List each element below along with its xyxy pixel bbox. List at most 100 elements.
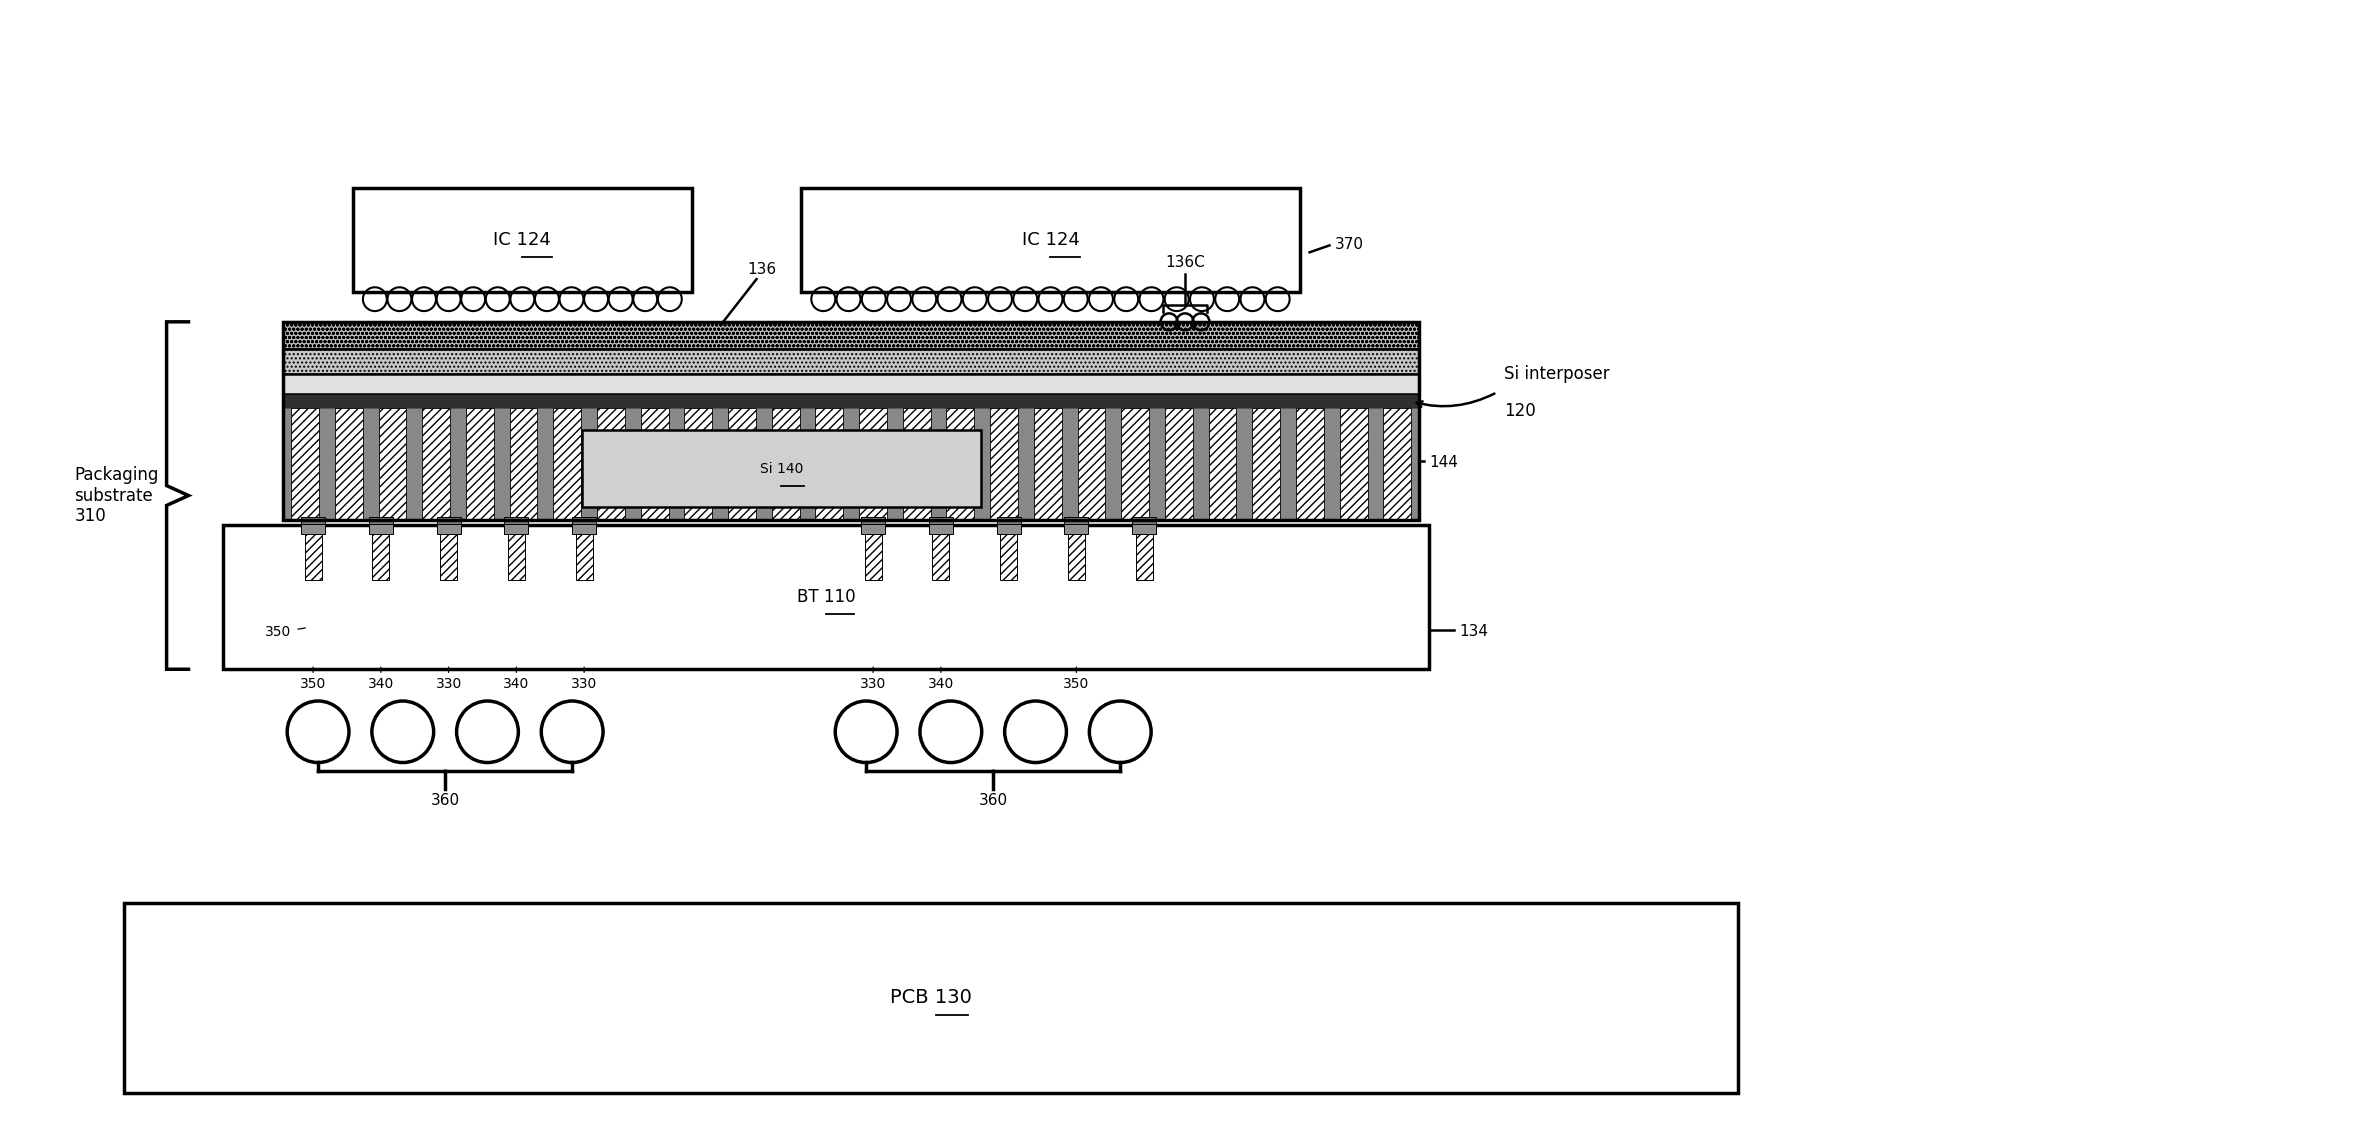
Text: Si interposer: Si interposer xyxy=(1503,365,1610,384)
Circle shape xyxy=(920,701,982,763)
Bar xyxy=(1208,409,1237,520)
Circle shape xyxy=(1187,328,1201,342)
Circle shape xyxy=(1403,328,1417,342)
Bar xyxy=(597,409,625,520)
Bar xyxy=(283,394,1420,409)
Circle shape xyxy=(442,328,457,342)
Circle shape xyxy=(973,328,984,342)
Text: 340: 340 xyxy=(927,678,954,691)
Bar xyxy=(283,409,1420,520)
Bar xyxy=(861,524,885,535)
Bar xyxy=(866,524,882,580)
Bar xyxy=(283,322,1420,520)
Circle shape xyxy=(404,328,419,342)
Bar xyxy=(1296,409,1325,520)
Bar xyxy=(373,524,390,580)
Text: IC 124: IC 124 xyxy=(492,230,552,249)
Bar xyxy=(946,409,975,520)
Circle shape xyxy=(1382,328,1396,342)
Circle shape xyxy=(873,328,887,342)
Text: Si 140: Si 140 xyxy=(759,462,804,476)
Circle shape xyxy=(364,328,378,342)
Bar xyxy=(728,409,756,520)
Circle shape xyxy=(580,328,594,342)
Text: PCB 130: PCB 130 xyxy=(889,989,973,1008)
Text: 136: 136 xyxy=(747,262,775,277)
Circle shape xyxy=(932,328,946,342)
Circle shape xyxy=(1149,328,1163,342)
Text: 360: 360 xyxy=(980,793,1008,808)
Circle shape xyxy=(640,328,652,342)
Text: 350: 350 xyxy=(300,678,326,691)
Circle shape xyxy=(1227,328,1239,342)
Bar xyxy=(335,409,364,520)
Bar xyxy=(904,409,930,520)
Circle shape xyxy=(326,328,340,342)
Circle shape xyxy=(1089,328,1103,342)
Circle shape xyxy=(756,328,770,342)
Bar xyxy=(1165,409,1194,520)
Bar xyxy=(378,409,407,520)
Text: 350: 350 xyxy=(264,624,290,639)
Circle shape xyxy=(457,701,518,763)
Circle shape xyxy=(423,328,438,342)
Circle shape xyxy=(1049,328,1063,342)
Bar xyxy=(996,518,1020,524)
Bar xyxy=(283,322,1420,348)
Bar xyxy=(302,518,326,524)
Circle shape xyxy=(618,328,633,342)
Bar xyxy=(1065,518,1089,524)
Circle shape xyxy=(285,328,300,342)
Circle shape xyxy=(307,328,319,342)
Bar xyxy=(466,409,495,520)
Circle shape xyxy=(1127,328,1141,342)
Text: 330: 330 xyxy=(435,678,461,691)
Circle shape xyxy=(1206,328,1220,342)
Bar xyxy=(583,430,980,507)
Bar xyxy=(685,409,713,520)
Text: 360: 360 xyxy=(430,793,459,808)
Circle shape xyxy=(1325,328,1339,342)
Bar xyxy=(509,524,526,580)
Bar xyxy=(989,409,1018,520)
Text: 144: 144 xyxy=(1429,455,1458,470)
Circle shape xyxy=(1089,701,1151,763)
Bar xyxy=(573,524,597,535)
Bar xyxy=(369,518,392,524)
Bar xyxy=(124,902,1738,1093)
Text: 340: 340 xyxy=(369,678,395,691)
Circle shape xyxy=(835,701,897,763)
Circle shape xyxy=(678,328,692,342)
Circle shape xyxy=(1306,328,1317,342)
Bar xyxy=(224,526,1429,670)
Text: Packaging
substrate
310: Packaging substrate 310 xyxy=(74,465,159,526)
Circle shape xyxy=(502,328,516,342)
Circle shape xyxy=(894,328,906,342)
Bar xyxy=(440,524,457,580)
Bar xyxy=(996,524,1020,535)
Text: 136C: 136C xyxy=(1165,255,1206,270)
Bar xyxy=(504,518,528,524)
Bar xyxy=(773,409,799,520)
Bar xyxy=(640,409,668,520)
Circle shape xyxy=(1284,328,1298,342)
Bar xyxy=(438,524,461,535)
Bar xyxy=(930,518,954,524)
Bar xyxy=(302,524,326,535)
Circle shape xyxy=(1004,701,1065,763)
Bar xyxy=(930,524,954,535)
Circle shape xyxy=(483,328,497,342)
Bar xyxy=(1034,409,1061,520)
Bar xyxy=(573,518,597,524)
Text: 134: 134 xyxy=(1460,624,1489,639)
Text: 340: 340 xyxy=(504,678,530,691)
Bar xyxy=(438,518,461,524)
Circle shape xyxy=(1363,328,1377,342)
Bar xyxy=(1077,409,1106,520)
Bar xyxy=(504,524,528,535)
Bar xyxy=(290,409,319,520)
Circle shape xyxy=(521,328,535,342)
Circle shape xyxy=(1108,328,1122,342)
Circle shape xyxy=(835,328,849,342)
Circle shape xyxy=(461,328,476,342)
